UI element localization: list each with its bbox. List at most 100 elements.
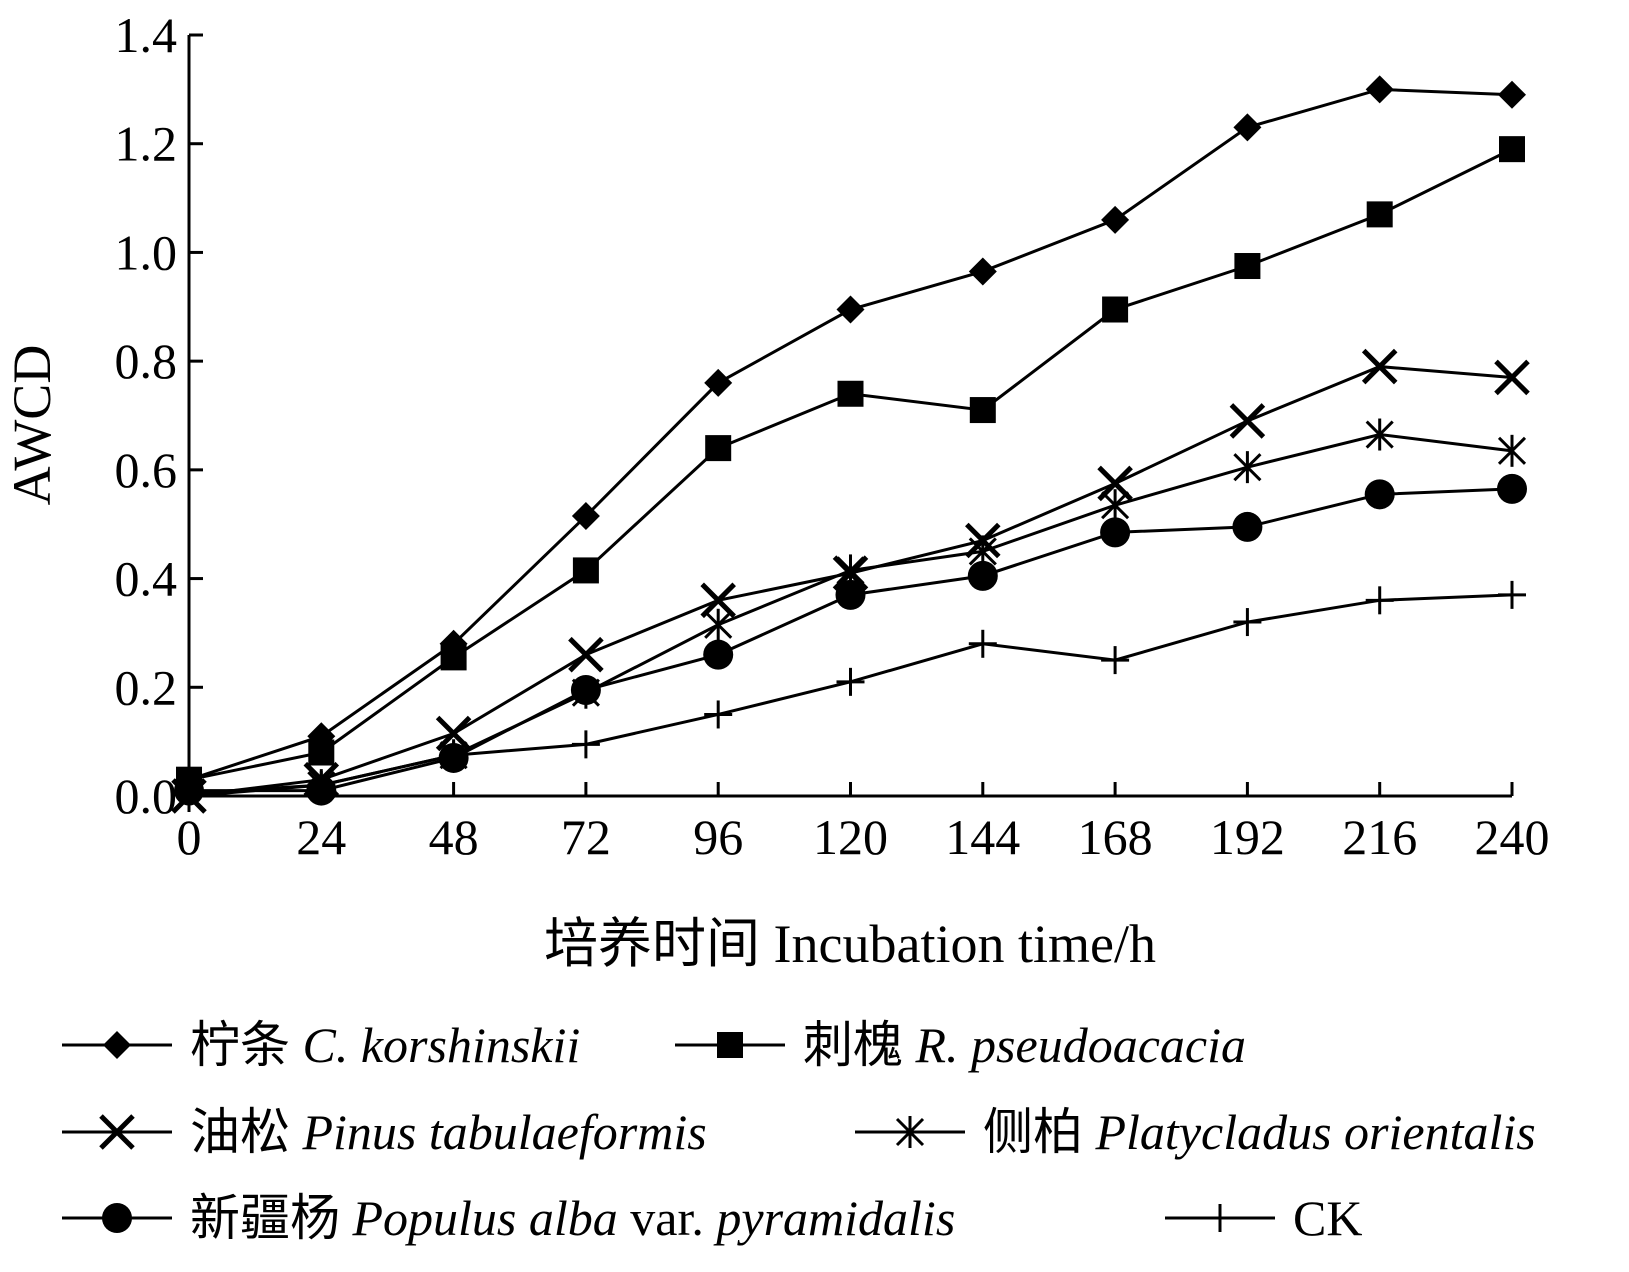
x-tick-label: 240 — [1475, 809, 1550, 865]
x-tick-label: 216 — [1342, 809, 1417, 865]
x-marker-stroke — [700, 582, 736, 619]
plus-marker — [1233, 608, 1262, 637]
circle-marker — [967, 560, 998, 591]
series-line — [189, 487, 1513, 793]
legend-label-latin: Populus alba — [352, 1190, 618, 1246]
plus-marker — [307, 771, 336, 800]
legend-label-latin: Pinus tabulaeformis — [302, 1104, 707, 1160]
plus-marker — [836, 667, 865, 696]
legend-item: 侧柏 Platycladus orientalis — [855, 1104, 1536, 1160]
square-marker — [837, 380, 864, 407]
x-tick-label: 72 — [561, 809, 611, 865]
x-marker — [700, 582, 736, 619]
legend-label: CK — [1293, 1190, 1362, 1246]
legend-item: 新疆杨 Populus alba var. pyramidalis — [62, 1190, 955, 1246]
x-tick-label: 144 — [945, 809, 1020, 865]
y-tick-label: 0.8 — [115, 333, 178, 389]
x-marker — [1361, 348, 1398, 385]
series-square — [176, 136, 1525, 793]
asterisk-marker — [1365, 418, 1394, 451]
x-marker-stroke — [1494, 359, 1530, 396]
x-marker-stroke — [1361, 348, 1398, 385]
legend-label-cn: 油松 — [190, 1104, 303, 1160]
legend-label-cn: 刺槐 — [803, 1017, 916, 1073]
diamond-marker — [1365, 75, 1394, 104]
axes: 0.0 0.2 0.4 0.6 0.8 1.0 1.2 1.4 0 24 48 72 96 120 144 1… — [115, 7, 1550, 865]
plus-marker — [968, 629, 997, 658]
x-marker — [99, 1114, 135, 1150]
diamond-marker — [704, 368, 733, 397]
square-marker — [717, 1032, 743, 1058]
y-tick-label: 0.0 — [115, 768, 178, 824]
legend-item: 刺槐 R. pseudoacacia — [675, 1017, 1246, 1073]
legend-label-latin2: pyramidalis — [713, 1190, 955, 1246]
circle-marker — [1497, 473, 1527, 504]
square-marker — [572, 557, 599, 584]
y-axis-title: AWCD — [2, 345, 62, 506]
x-tick-label: 168 — [1078, 809, 1153, 865]
diamond-marker — [1101, 205, 1130, 234]
series-plus — [175, 580, 1526, 808]
x-marker-stroke — [568, 636, 604, 673]
square-marker — [705, 435, 732, 462]
diamond-marker — [1233, 113, 1262, 142]
legend-label: 油松 Pinus tabulaeformis — [190, 1104, 707, 1160]
x-tick-label: 192 — [1210, 809, 1285, 865]
x-marker-stroke — [1229, 403, 1266, 439]
square-marker — [1366, 201, 1393, 228]
series-asterisk — [174, 418, 1527, 812]
square-marker — [440, 644, 467, 671]
x-axis-title: 培养时间 Incubation time/h — [544, 914, 1156, 974]
legend-label: 新疆杨 Populus alba var. pyramidalis — [190, 1190, 955, 1246]
legend-label-cn: 柠条 — [190, 1017, 303, 1073]
y-tick-label: 0.4 — [115, 551, 178, 607]
diamond-marker — [103, 1031, 131, 1059]
legend-label-suffix: var. — [618, 1190, 717, 1246]
legend-label-latin: Platycladus orientalis — [1095, 1104, 1536, 1160]
x-tick-label: 120 — [813, 809, 888, 865]
circle-marker — [570, 675, 601, 706]
x-tick-label: 24 — [296, 809, 346, 865]
plus-marker — [439, 741, 468, 770]
legend-item: 柠条 C. korshinskii — [62, 1017, 580, 1073]
x-marker-stroke — [99, 1114, 135, 1150]
circle-marker — [835, 579, 866, 610]
plus-marker — [1101, 646, 1130, 675]
x-marker — [1229, 403, 1266, 439]
plus-marker — [1498, 580, 1526, 609]
x-tick-label: 0 — [177, 809, 202, 865]
plus-marker — [571, 730, 600, 759]
y-tick-label: 1.2 — [115, 116, 178, 172]
y-tick-label: 1.4 — [115, 7, 178, 63]
square-marker — [969, 397, 996, 424]
series-line — [188, 433, 1513, 798]
diamond-marker — [571, 502, 600, 531]
legend-label-cn: 侧柏 — [983, 1104, 1096, 1160]
plus-marker — [1206, 1204, 1234, 1232]
diamond-marker — [836, 295, 865, 324]
series-layer — [171, 75, 1530, 814]
plus-marker — [1365, 586, 1394, 615]
legend: 柠条 C. korshinskii 刺槐 R. pseudoacacia 油松 Pi… — [62, 1017, 1536, 1246]
x-tick-label: 96 — [693, 809, 743, 865]
square-marker — [1499, 136, 1525, 163]
square-marker — [308, 739, 335, 766]
legend-item: 油松 Pinus tabulaeformis — [62, 1104, 707, 1160]
x-tick-label: 48 — [429, 809, 479, 865]
square-marker — [1234, 253, 1261, 280]
circle-marker — [1232, 511, 1263, 542]
legend-label-latin: R. pseudoacacia — [915, 1017, 1246, 1073]
series-circle — [174, 473, 1527, 806]
diamond-marker — [968, 257, 997, 286]
asterisk-marker — [1497, 434, 1527, 467]
legend-label: 刺槐 R. pseudoacacia — [803, 1017, 1246, 1073]
asterisk-marker — [1233, 451, 1262, 484]
legend-label-cn: 新疆杨 — [190, 1190, 353, 1246]
circle-marker — [1364, 479, 1395, 510]
legend-label: 侧柏 Platycladus orientalis — [983, 1104, 1536, 1160]
y-tick-label: 0.2 — [115, 659, 178, 715]
diamond-marker — [1498, 80, 1526, 109]
x-marker — [1494, 359, 1530, 396]
circle-marker — [703, 639, 734, 670]
